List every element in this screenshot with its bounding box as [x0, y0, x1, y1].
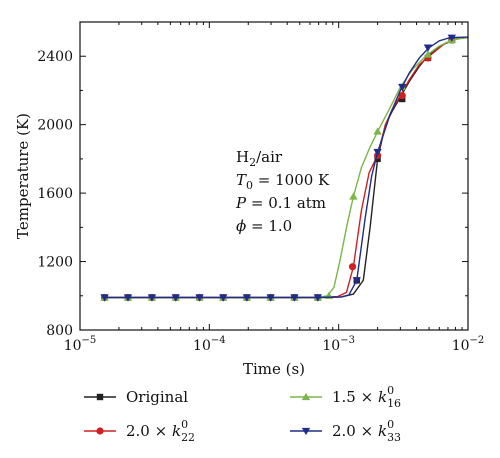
data-point	[266, 294, 275, 302]
legend-label: 2.0 × k0 33	[332, 418, 401, 444]
data-point	[423, 44, 433, 52]
x-tick-label: 10−4	[193, 335, 226, 354]
data-point	[349, 192, 358, 200]
data-point	[219, 294, 228, 302]
legend-item-3: 2.0 × k0 33	[290, 418, 401, 444]
legend: Original 2.0 × k0 22 1.5 × k0 16 2.0 × k0 33	[84, 384, 401, 444]
data-point	[195, 294, 204, 302]
series-0	[101, 36, 469, 301]
data-point	[398, 91, 406, 100]
data-point	[352, 277, 361, 285]
data-point	[423, 50, 433, 58]
legend-item-2: 1.5 × k0 16	[290, 384, 401, 410]
data-point	[290, 294, 299, 302]
legend-label: Original	[126, 388, 188, 406]
x-axis-title: Time (s)	[243, 360, 305, 378]
y-axis-title: Temperature (K)	[14, 113, 32, 239]
y-tick-label: 1200	[37, 255, 73, 271]
tick-layer: 800 1200 1600 2000 2400 10−5 10−4 10−3 10−2	[37, 22, 484, 354]
annotation-initial-temperature: T0 = 1000 K	[236, 171, 330, 192]
plot-frame	[79, 21, 469, 331]
legend-item-0: Original	[84, 388, 188, 406]
series-line	[104, 36, 469, 299]
legend-label: 2.0 × k0 22	[126, 418, 195, 444]
x-tick-label: 10−2	[452, 335, 485, 354]
data-point	[447, 34, 457, 42]
x-tick-label: 10−3	[322, 335, 355, 354]
y-tick-label: 800	[46, 323, 73, 339]
data-point	[171, 294, 180, 302]
data-point	[100, 294, 109, 302]
series-3	[100, 34, 469, 302]
legend-marker	[96, 393, 104, 401]
data-point	[147, 294, 157, 302]
series-layer	[100, 34, 469, 302]
data-point	[313, 294, 322, 302]
data-point	[123, 294, 133, 302]
data-point	[398, 83, 407, 92]
legend-item-1: 2.0 × k0 22	[84, 418, 195, 444]
data-point	[373, 127, 382, 135]
y-tick-label: 1600	[37, 186, 73, 202]
annotation-mixture: H2/air	[236, 148, 283, 169]
data-point	[242, 294, 252, 302]
data-point	[348, 263, 357, 271]
legend-marker	[301, 427, 311, 436]
annotation-pressure: P = 0.1 atm	[235, 194, 326, 212]
data-point	[373, 148, 382, 157]
y-tick-label: 2400	[37, 49, 73, 65]
legend-label: 1.5 × k0 16	[332, 384, 401, 410]
y-tick-label: 2000	[37, 118, 73, 134]
annotation-equivalence-ratio: ϕ = 1.0	[236, 217, 292, 235]
legend-marker	[96, 427, 104, 435]
legend-marker	[301, 392, 311, 401]
x-tick-label: 10−5	[64, 335, 97, 354]
